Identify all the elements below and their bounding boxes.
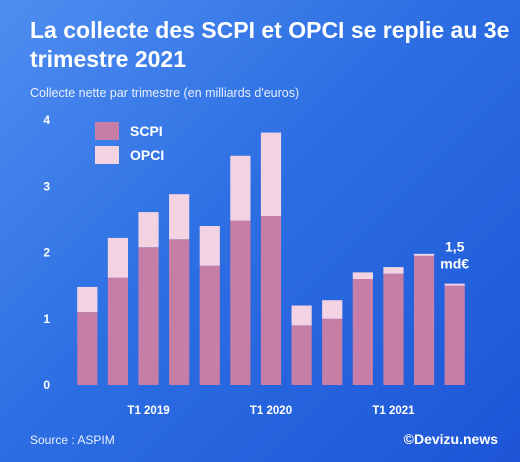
bar-scpi-6 xyxy=(260,216,282,385)
legend-swatch-scpi xyxy=(95,122,119,140)
annotation-line: md€ xyxy=(440,256,469,272)
bar-scpi-0 xyxy=(77,312,98,385)
bar-scpi-5 xyxy=(230,220,251,385)
x-tick-label: T1 2020 xyxy=(250,405,292,417)
bar-scpi-1 xyxy=(107,277,129,385)
chart-subtitle: Collecte nette par trimestre (en milliar… xyxy=(30,86,300,100)
bar-scpi-9 xyxy=(352,279,373,385)
legend-swatch-opci xyxy=(95,146,119,164)
bar-scpi-10 xyxy=(383,273,404,385)
x-tick-label: T1 2019 xyxy=(127,405,169,417)
y-tick-label: 0 xyxy=(43,378,50,392)
y-axis: 0 1 2 3 4 xyxy=(43,113,50,392)
bar-opci-4 xyxy=(199,226,220,266)
bar-scpi-4 xyxy=(199,265,220,385)
bar-scpi-2 xyxy=(138,247,159,385)
bar-scpi-7 xyxy=(291,325,312,385)
bar-opci-10 xyxy=(383,267,404,274)
bar-opci-2 xyxy=(138,212,159,248)
bars xyxy=(77,132,465,385)
chart-title: La collecte des SCPI et OPCI se replie a… xyxy=(30,17,510,72)
annotation-line: 1,5 xyxy=(445,239,465,255)
brand-credit: ©Devizu.news xyxy=(403,431,498,447)
bar-opci-5 xyxy=(230,155,251,221)
bar-scpi-11 xyxy=(413,255,435,385)
bar-scpi-3 xyxy=(169,239,190,385)
x-axis: T1 2019 T1 2020 T1 2021 xyxy=(127,405,415,417)
bar-scpi-12 xyxy=(444,285,465,385)
bar-opci-0 xyxy=(77,286,98,313)
bar-opci-9 xyxy=(352,272,373,279)
y-tick-label: 1 xyxy=(43,312,50,326)
bar-opci-11 xyxy=(413,253,435,256)
annotation: 1,5md€ xyxy=(440,239,469,272)
legend-label-scpi: SCPI xyxy=(130,123,163,139)
source-note: Source : ASPIM xyxy=(30,433,115,447)
bar-opci-8 xyxy=(322,300,343,319)
bar-opci-3 xyxy=(169,194,190,240)
bar-opci-6 xyxy=(260,132,282,217)
y-tick-label: 3 xyxy=(43,179,50,193)
y-tick-label: 4 xyxy=(43,113,50,127)
bar-opci-7 xyxy=(291,305,312,326)
bar-scpi-8 xyxy=(322,318,343,385)
bar-opci-1 xyxy=(107,237,129,278)
bar-opci-12 xyxy=(444,283,465,286)
y-tick-label: 2 xyxy=(43,246,50,260)
x-tick-label: T1 2021 xyxy=(372,405,415,417)
legend: SCPI OPCI xyxy=(95,122,164,164)
legend-label-opci: OPCI xyxy=(130,147,164,163)
